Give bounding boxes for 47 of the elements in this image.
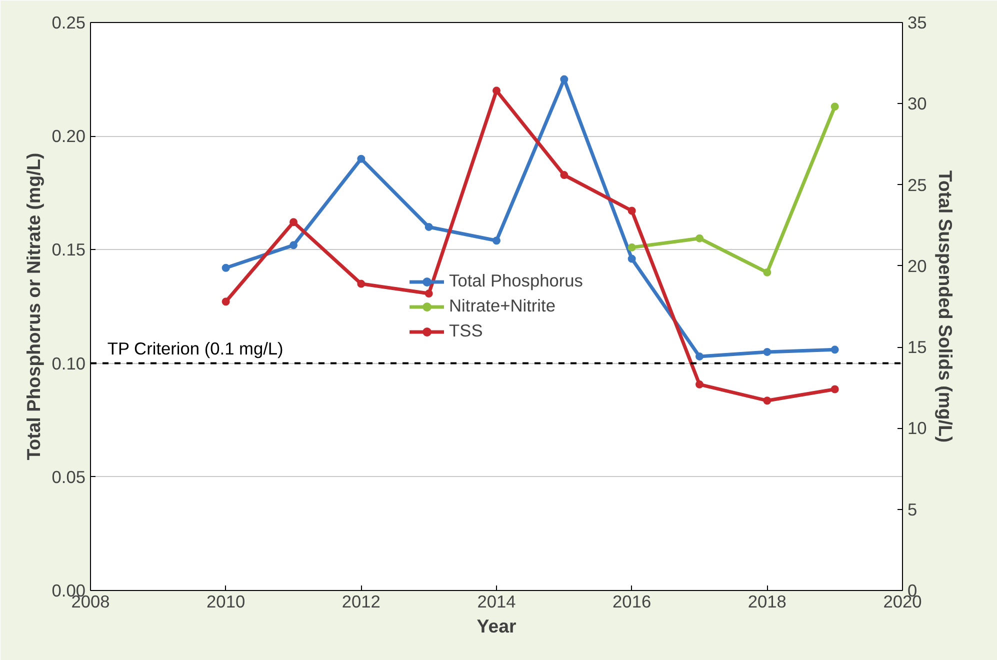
point — [357, 154, 366, 163]
point — [763, 396, 772, 405]
point — [763, 348, 772, 356]
legend-label: Nitrate+Nitrite — [449, 296, 556, 316]
ref-line-label: TP Criterion (0.1 mg/L) — [107, 338, 284, 358]
y2-tick-label: 5 — [908, 499, 918, 520]
y-tick-label: 0.20 — [52, 126, 86, 146]
point — [628, 243, 636, 252]
y2-axis-title: Total Suspended Solids (mg/L) — [934, 170, 956, 443]
point — [222, 298, 230, 306]
y2-tick-label: 15 — [908, 337, 927, 358]
y2-tick-label: 35 — [908, 12, 927, 32]
point — [290, 218, 298, 226]
point — [628, 206, 636, 215]
y2-tick-label: 10 — [908, 418, 927, 438]
point — [763, 268, 772, 276]
y-tick-label: 0.15 — [52, 240, 86, 260]
point — [830, 385, 839, 394]
point — [424, 290, 433, 298]
y2-tick-label: 30 — [908, 94, 927, 114]
point — [830, 102, 839, 111]
y-tick-label: 0.05 — [52, 466, 86, 487]
point — [830, 346, 839, 354]
point — [492, 86, 500, 95]
point — [424, 222, 433, 231]
point — [492, 236, 500, 245]
legend-label: Total Phosphorus — [449, 270, 583, 292]
point — [290, 241, 298, 250]
y2-tick-label: 25 — [908, 174, 927, 195]
y-axis-title: Total Phosphorus or Nitrate (mg/L) — [22, 152, 44, 460]
point — [696, 352, 704, 360]
point — [560, 171, 568, 180]
x-axis-title: Year — [476, 616, 516, 636]
x-tick-label: 2014 — [477, 592, 516, 612]
point — [696, 234, 704, 242]
x-tick-label: 2010 — [206, 592, 246, 612]
point — [222, 264, 230, 272]
y-tick-label: 0.10 — [52, 353, 86, 374]
legend-label: TSS — [449, 320, 483, 342]
x-tick-label: 2012 — [342, 592, 380, 612]
point — [628, 254, 636, 263]
y-tick-label: 0.25 — [52, 12, 86, 32]
x-tick-label: 2016 — [612, 592, 652, 612]
point — [357, 280, 366, 288]
x-tick-label: 2018 — [748, 592, 786, 612]
y2-tick-label: 20 — [908, 256, 927, 276]
point — [696, 380, 704, 388]
